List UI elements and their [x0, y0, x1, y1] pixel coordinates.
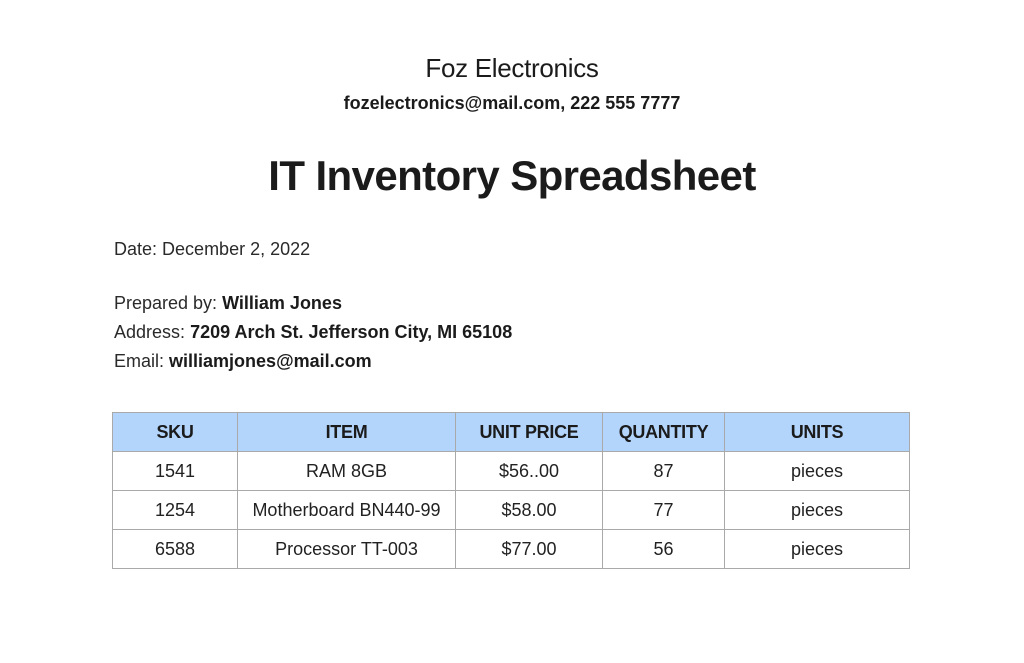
table-header-row: SKU ITEM UNIT PRICE QUANTITY UNITS [112, 412, 910, 452]
table-row: 6588 Processor TT-003 $77.00 56 pieces [112, 529, 910, 569]
cell-item: Processor TT-003 [237, 529, 456, 569]
date-value: December 2, 2022 [162, 239, 311, 259]
table-row: 1541 RAM 8GB $56..00 87 pieces [112, 451, 910, 491]
cell-units: pieces [724, 490, 910, 530]
cell-quantity: 87 [602, 451, 725, 491]
address-line: Address: 7209 Arch St. Jefferson City, M… [114, 321, 512, 343]
cell-quantity: 56 [602, 529, 725, 569]
prepared-by-value: William Jones [222, 293, 342, 313]
date-line: Date: December 2, 2022 [114, 238, 310, 260]
cell-sku: 1541 [112, 451, 238, 491]
column-header-quantity: QUANTITY [602, 412, 725, 452]
cell-unit-price: $77.00 [455, 529, 603, 569]
date-label: Date: [114, 239, 158, 259]
cell-item: Motherboard BN440-99 [237, 490, 456, 530]
cell-unit-price: $58.00 [455, 490, 603, 530]
cell-item: RAM 8GB [237, 451, 456, 491]
address-value: 7209 Arch St. Jefferson City, MI 65108 [190, 322, 513, 342]
cell-sku: 1254 [112, 490, 238, 530]
column-header-units: UNITS [724, 412, 910, 452]
cell-quantity: 77 [602, 490, 725, 530]
cell-sku: 6588 [112, 529, 238, 569]
company-contact: fozelectronics@mail.com, 222 555 7777 [343, 93, 681, 113]
column-header-sku: SKU [112, 412, 238, 452]
cell-unit-price: $56..00 [455, 451, 603, 491]
inventory-table: SKU ITEM UNIT PRICE QUANTITY UNITS 1541 … [112, 412, 910, 569]
column-header-unit-price: UNIT PRICE [455, 412, 603, 452]
document-title: IT Inventory Spreadsheet [268, 152, 756, 199]
prepared-by-label: Prepared by: [114, 293, 218, 313]
cell-units: pieces [724, 451, 910, 491]
company-name: Foz Electronics [425, 53, 599, 83]
column-header-item: ITEM [237, 412, 456, 452]
email-label: Email: [114, 351, 165, 371]
email-line: Email: williamjones@mail.com [114, 350, 372, 372]
email-value: williamjones@mail.com [169, 351, 372, 371]
table-row: 1254 Motherboard BN440-99 $58.00 77 piec… [112, 490, 910, 530]
cell-units: pieces [724, 529, 910, 569]
prepared-by-line: Prepared by: William Jones [114, 292, 342, 314]
address-label: Address: [114, 322, 186, 342]
